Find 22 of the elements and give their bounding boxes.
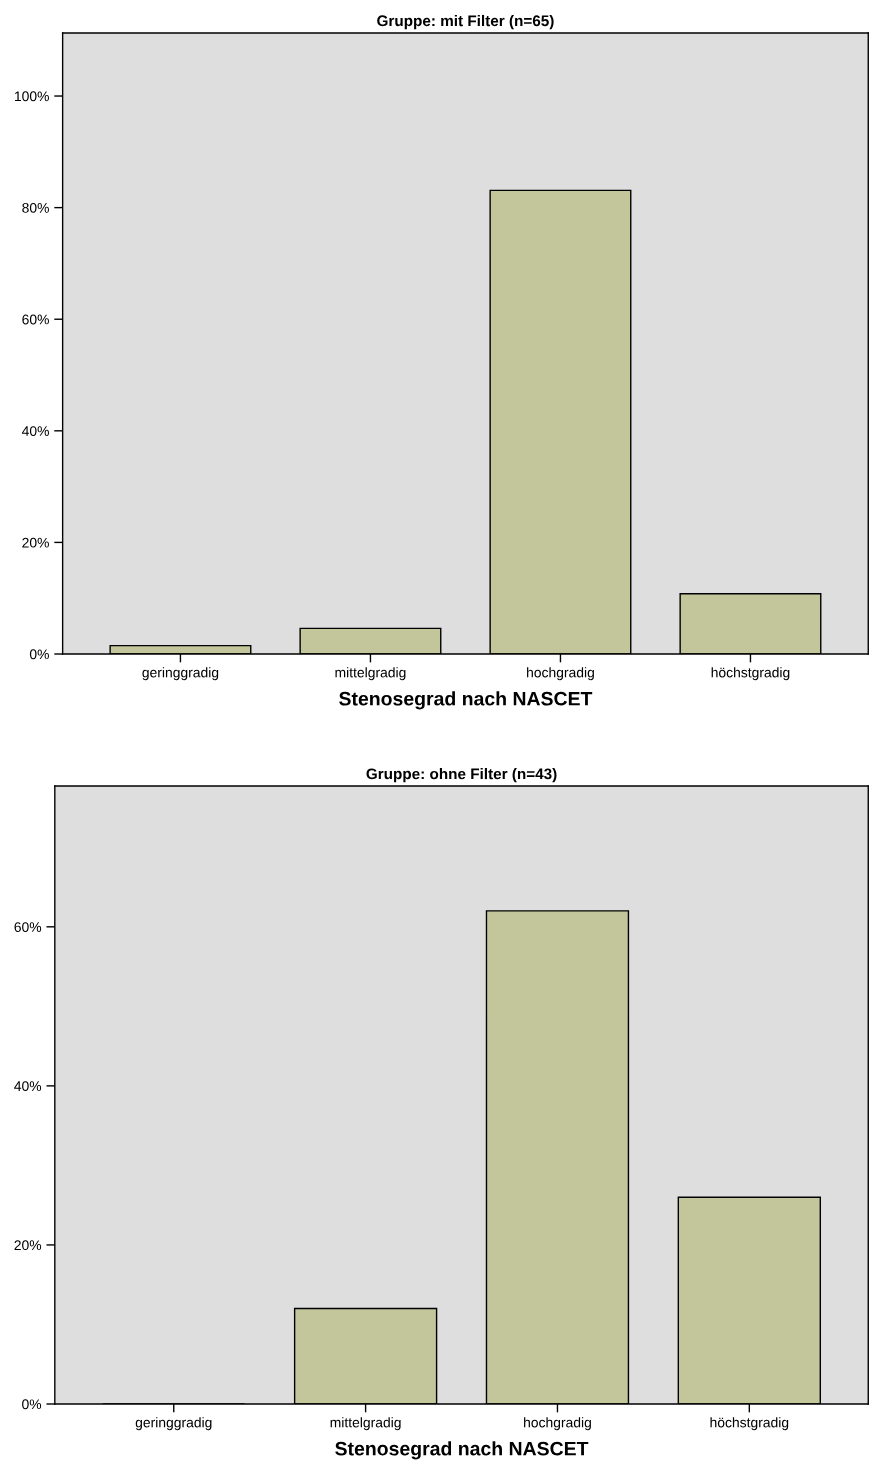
x-tick-label: hochgradig bbox=[524, 1417, 591, 1431]
y-tick-label: 40% bbox=[21, 426, 49, 436]
x-axis-title: Stenosegrad nach NASCET bbox=[335, 1441, 589, 1460]
x-tick-label: höchstgradig bbox=[710, 1417, 789, 1431]
y-tick-label: 0% bbox=[29, 649, 49, 660]
chart-title: Gruppe: ohne Filter (n=43) bbox=[366, 768, 557, 783]
y-tick-label: 100% bbox=[14, 91, 49, 102]
y-tick-label: 20% bbox=[14, 1240, 42, 1251]
x-tick-label: höchstgradig bbox=[711, 667, 790, 681]
y-tick-label: 60% bbox=[14, 922, 42, 932]
x-tick-label: geringgradig bbox=[135, 1417, 212, 1431]
x-axis-title: Stenosegrad nach NASCET bbox=[339, 691, 593, 710]
y-tick-label: 20% bbox=[22, 537, 49, 548]
x-tick-label: mittelgradig bbox=[335, 667, 406, 681]
x-tick-label: geringgradig bbox=[142, 667, 219, 681]
y-tick-label: 80% bbox=[22, 202, 49, 213]
chart-title: Gruppe: mit Filter (n=65) bbox=[377, 14, 554, 30]
x-tick-label: hochgradig bbox=[527, 667, 594, 681]
y-tick-label: 40% bbox=[14, 1081, 42, 1092]
x-tick-label: mittelgradig bbox=[330, 1417, 401, 1431]
y-tick-label: 0% bbox=[22, 1399, 42, 1410]
y-tick-label: 60% bbox=[22, 314, 49, 325]
